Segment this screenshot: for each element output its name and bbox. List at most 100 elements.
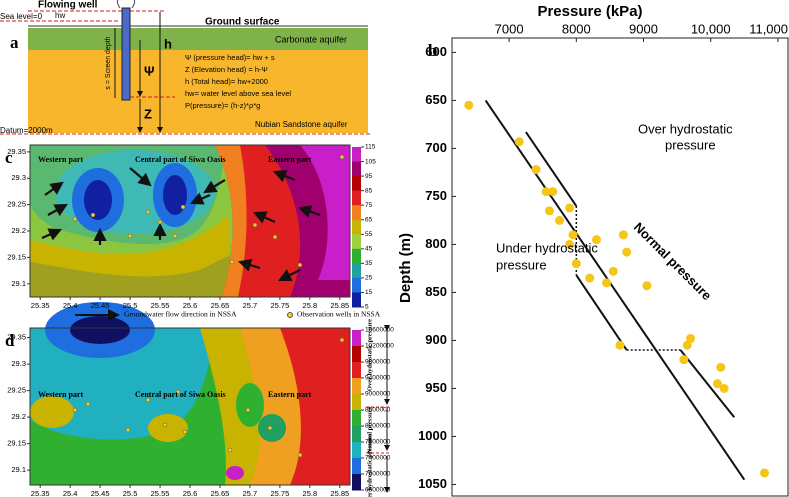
colorbar-label: 45 xyxy=(365,246,373,253)
x-tick-label: 25.65 xyxy=(211,301,230,310)
contour xyxy=(148,414,188,442)
colorbar-bin xyxy=(352,394,361,411)
data-point xyxy=(568,230,578,240)
colorbar-label: 85 xyxy=(365,187,373,194)
colorbar-bin xyxy=(352,263,361,279)
zone-markers xyxy=(366,325,390,493)
x-tick-label: 25.7 xyxy=(243,489,258,497)
equation: P(pressure)= (h-z)*ρ*g xyxy=(185,101,260,110)
colorbar-bin xyxy=(352,346,361,363)
contour xyxy=(30,396,74,428)
y-tick-label: 750 xyxy=(425,188,447,203)
region-label: Western part xyxy=(38,390,83,399)
reference-line xyxy=(575,274,628,351)
data-point xyxy=(642,281,652,291)
y-tick-label: 700 xyxy=(425,140,447,155)
contour xyxy=(70,316,130,344)
flow-arrows xyxy=(41,167,321,281)
x-tick-label: 25.4 xyxy=(63,301,78,310)
y-tick-label: 29.35 xyxy=(7,147,26,156)
colorbar-label: 8200000 xyxy=(365,423,391,430)
x-tick-label: 25.35 xyxy=(31,489,50,497)
x-tick-label: 25.55 xyxy=(151,301,170,310)
region-label: Central part of Siwa Oasis xyxy=(135,155,226,164)
data-point xyxy=(716,362,726,372)
x-tick-label: 11,000 xyxy=(749,21,788,36)
x-tick-label: 25.75 xyxy=(270,489,289,497)
x-tick-label: 25.5 xyxy=(123,489,138,497)
x-tick-label: 25.85 xyxy=(330,301,349,310)
data-point xyxy=(712,379,722,389)
data-point xyxy=(514,137,524,147)
equation: Z (Elevation head) = h-Ψ xyxy=(185,65,268,74)
x-tick-label: 10,000 xyxy=(691,21,731,36)
annotation: pressure xyxy=(665,137,716,152)
label: Flowing well xyxy=(38,0,98,11)
colorbar-label: 55 xyxy=(365,231,373,238)
y-tick-label: 1050 xyxy=(418,476,447,491)
colorbar-label: 115 xyxy=(365,144,376,151)
carbonate-layer xyxy=(28,28,368,50)
annotation: pressure xyxy=(496,257,547,272)
colorbar-bin xyxy=(352,474,361,491)
label: Ground surface xyxy=(205,17,280,28)
colorbar-bin xyxy=(352,234,361,250)
colorbar-bin xyxy=(352,330,361,347)
colorbar-bin xyxy=(352,292,361,308)
panel-a: Flowing well hw Sea level=0 Ground surfa… xyxy=(0,0,370,135)
legend-text: Groundwater flow direction in NSSA xyxy=(124,310,237,319)
data-point xyxy=(719,383,729,393)
x-tick-label: 25.65 xyxy=(211,489,230,497)
colorbar-bin xyxy=(352,205,361,221)
label: Carbonate aquifer xyxy=(275,34,347,44)
colorbar-bin xyxy=(352,248,361,264)
zone-label: Over hydrostatic pressure xyxy=(366,319,373,391)
equation: h (Total head)= hw+2000 xyxy=(185,77,268,86)
colorbar-bin xyxy=(352,190,361,206)
y-tick-label: 650 xyxy=(425,92,447,107)
x-tick-label: 9000 xyxy=(629,21,658,36)
y-tick-label: 600 xyxy=(425,44,447,59)
plot-frame xyxy=(451,37,789,497)
data-point xyxy=(622,247,632,257)
data-point xyxy=(682,340,692,350)
region-label: Eastern part xyxy=(268,390,312,399)
contour xyxy=(236,383,264,427)
wells xyxy=(72,154,345,268)
colorbar-label: 95 xyxy=(365,173,373,180)
colorbar-label: 15 xyxy=(365,289,373,296)
y-tick-label: 29.1 xyxy=(11,465,26,474)
data-point xyxy=(548,187,558,197)
label: Datum=2000m xyxy=(0,126,53,135)
colorbar-label: 35 xyxy=(365,260,373,267)
sandstone-layer xyxy=(28,50,368,133)
contour xyxy=(300,145,350,280)
reference-line xyxy=(484,99,746,481)
colorbar-bin xyxy=(352,277,361,293)
data-point xyxy=(585,273,595,283)
data-point xyxy=(571,259,581,269)
label: s = Screen depth xyxy=(105,36,112,89)
colorbar-label: 6600000 xyxy=(365,487,391,494)
y-tick-label: 900 xyxy=(425,332,447,347)
contour xyxy=(226,466,244,480)
data-point xyxy=(565,239,575,249)
colorbar-label: 10600000 xyxy=(365,327,394,334)
data-point xyxy=(618,230,628,240)
y-axis-title: Depth (m) xyxy=(397,233,414,303)
colorbar-bin xyxy=(352,176,361,192)
colorbar-label: 10200000 xyxy=(365,343,394,350)
colorbar-label: 65 xyxy=(365,216,373,223)
zone-label: Normal pressure xyxy=(366,407,373,454)
contour xyxy=(280,328,350,485)
y-tick-label: 29.15 xyxy=(7,439,26,448)
legend-dot xyxy=(287,312,293,318)
annotation: Over hydrostatic xyxy=(638,121,733,136)
colorbar-bin xyxy=(352,458,361,475)
colorbar-label: 8600000 xyxy=(365,407,391,414)
x-tick-label: 25.85 xyxy=(330,489,349,497)
legend-text: Observation wells in NSSA xyxy=(297,310,381,319)
region-label: Eastern part xyxy=(268,155,312,164)
x-tick-label: 8000 xyxy=(562,21,591,36)
